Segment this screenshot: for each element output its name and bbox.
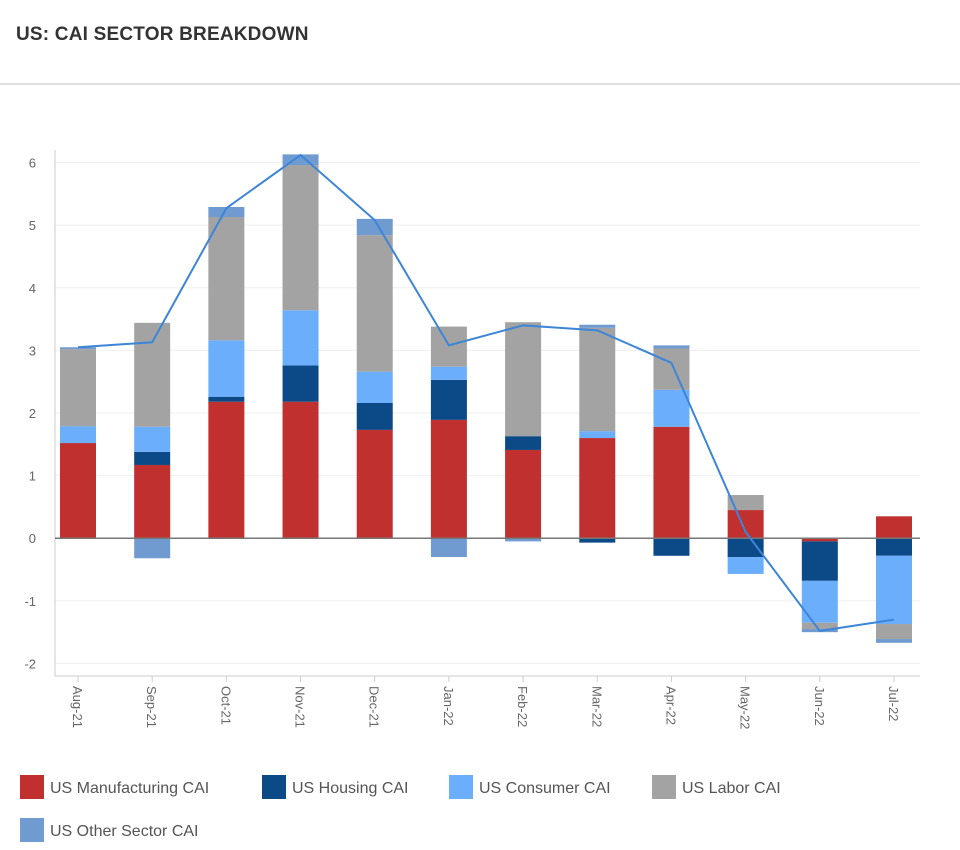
legend-swatch bbox=[262, 775, 286, 799]
bar-segment bbox=[653, 426, 690, 539]
bar-segment bbox=[801, 538, 838, 542]
bar-segment bbox=[876, 639, 912, 643]
bar-segment bbox=[356, 429, 393, 539]
y-tick-label: 6 bbox=[29, 156, 36, 171]
bar-segment bbox=[653, 389, 690, 427]
legend-label: US Other Sector CAI bbox=[50, 823, 199, 840]
bar-segment bbox=[134, 464, 171, 539]
bar-segment bbox=[430, 379, 467, 420]
x-tick-label: Sep-21 bbox=[144, 686, 159, 728]
x-tick-label: May-22 bbox=[738, 686, 753, 729]
bar-segment bbox=[505, 436, 542, 450]
bar-segment bbox=[876, 624, 912, 640]
bar-segment bbox=[356, 218, 393, 236]
x-tick-label: Nov-21 bbox=[293, 686, 308, 728]
bar-segment bbox=[579, 431, 616, 439]
bar-segment bbox=[208, 340, 245, 397]
bar-segment bbox=[579, 538, 616, 543]
bar-segment bbox=[282, 310, 319, 366]
bar-segment bbox=[505, 538, 542, 542]
legend-swatch bbox=[20, 775, 44, 799]
legend-label: US Consumer CAI bbox=[479, 780, 611, 797]
bar-segment bbox=[60, 349, 96, 427]
y-tick-label: 3 bbox=[29, 343, 36, 358]
x-tick-label: Aug-21 bbox=[70, 686, 85, 728]
chart-title: US: CAI SECTOR BREAKDOWN bbox=[16, 24, 309, 45]
bar-segment bbox=[801, 541, 838, 581]
y-tick-label: 0 bbox=[29, 531, 36, 546]
bar-segment bbox=[579, 324, 616, 328]
legend-swatch bbox=[20, 818, 44, 842]
bar-segment bbox=[60, 426, 96, 444]
legend-label: US Labor CAI bbox=[682, 780, 781, 797]
bar-segment bbox=[430, 366, 467, 380]
x-tick-label: Feb-22 bbox=[515, 686, 530, 727]
bar-segment bbox=[356, 402, 393, 430]
y-tick-label: 4 bbox=[29, 281, 36, 296]
bar-segment bbox=[430, 326, 467, 367]
x-tick-label: Jul-22 bbox=[886, 686, 901, 721]
x-tick-label: Oct-21 bbox=[218, 686, 233, 725]
legend-label: US Manufacturing CAI bbox=[50, 780, 209, 797]
legend-swatch bbox=[449, 775, 473, 799]
bar-segment bbox=[208, 217, 245, 341]
bar-segment bbox=[208, 401, 245, 539]
bar-segment bbox=[505, 322, 542, 437]
y-tick-label: -1 bbox=[24, 594, 36, 609]
y-tick-label: 1 bbox=[29, 469, 36, 484]
bar-segment bbox=[727, 510, 764, 539]
bar-segment bbox=[208, 206, 245, 218]
bar-segment bbox=[134, 451, 171, 465]
bar-segment bbox=[134, 322, 171, 427]
legend-swatch bbox=[652, 775, 676, 799]
y-tick-label: 2 bbox=[29, 406, 36, 421]
bar-segment bbox=[579, 327, 616, 432]
bar-segment bbox=[282, 401, 319, 539]
bar-segment bbox=[430, 538, 467, 558]
bar-segment bbox=[653, 538, 690, 556]
bar-segment bbox=[430, 419, 467, 539]
bar-segment bbox=[282, 365, 319, 402]
bar-segment bbox=[801, 622, 838, 630]
bar-segment bbox=[653, 348, 690, 390]
bar-segment bbox=[876, 555, 912, 625]
legend: US Manufacturing CAI US Housing CAI US Con… bbox=[20, 775, 781, 842]
bar-segment bbox=[208, 396, 245, 402]
bar-segment bbox=[282, 165, 319, 311]
bar-segment bbox=[579, 438, 616, 539]
x-tick-label: Dec-21 bbox=[367, 686, 382, 728]
y-tick-label: -2 bbox=[24, 656, 36, 671]
y-tick-label: 5 bbox=[29, 218, 36, 233]
x-tick-label: Jan-22 bbox=[441, 686, 456, 726]
x-tick-label: Mar-22 bbox=[589, 686, 604, 727]
bar-segment bbox=[356, 235, 393, 372]
bar-segment bbox=[134, 426, 171, 452]
bar-segment bbox=[653, 345, 690, 349]
bar-segment bbox=[134, 538, 171, 559]
bar-segment bbox=[727, 495, 764, 511]
bar-segment bbox=[801, 580, 838, 623]
total-line bbox=[77, 153, 895, 632]
x-tick-label: Apr-22 bbox=[663, 686, 678, 725]
bar-segment bbox=[356, 371, 393, 403]
header-rule bbox=[0, 83, 960, 85]
bar-segment bbox=[60, 347, 96, 350]
bar-segment bbox=[282, 154, 319, 166]
bar-segment bbox=[876, 516, 912, 539]
bar-segment bbox=[727, 557, 764, 574]
bar-segment bbox=[876, 538, 912, 556]
bar-segment bbox=[60, 443, 96, 539]
bar-segment bbox=[505, 449, 542, 539]
x-tick-label: Jun-22 bbox=[812, 686, 827, 726]
legend-label: US Housing CAI bbox=[292, 780, 409, 797]
